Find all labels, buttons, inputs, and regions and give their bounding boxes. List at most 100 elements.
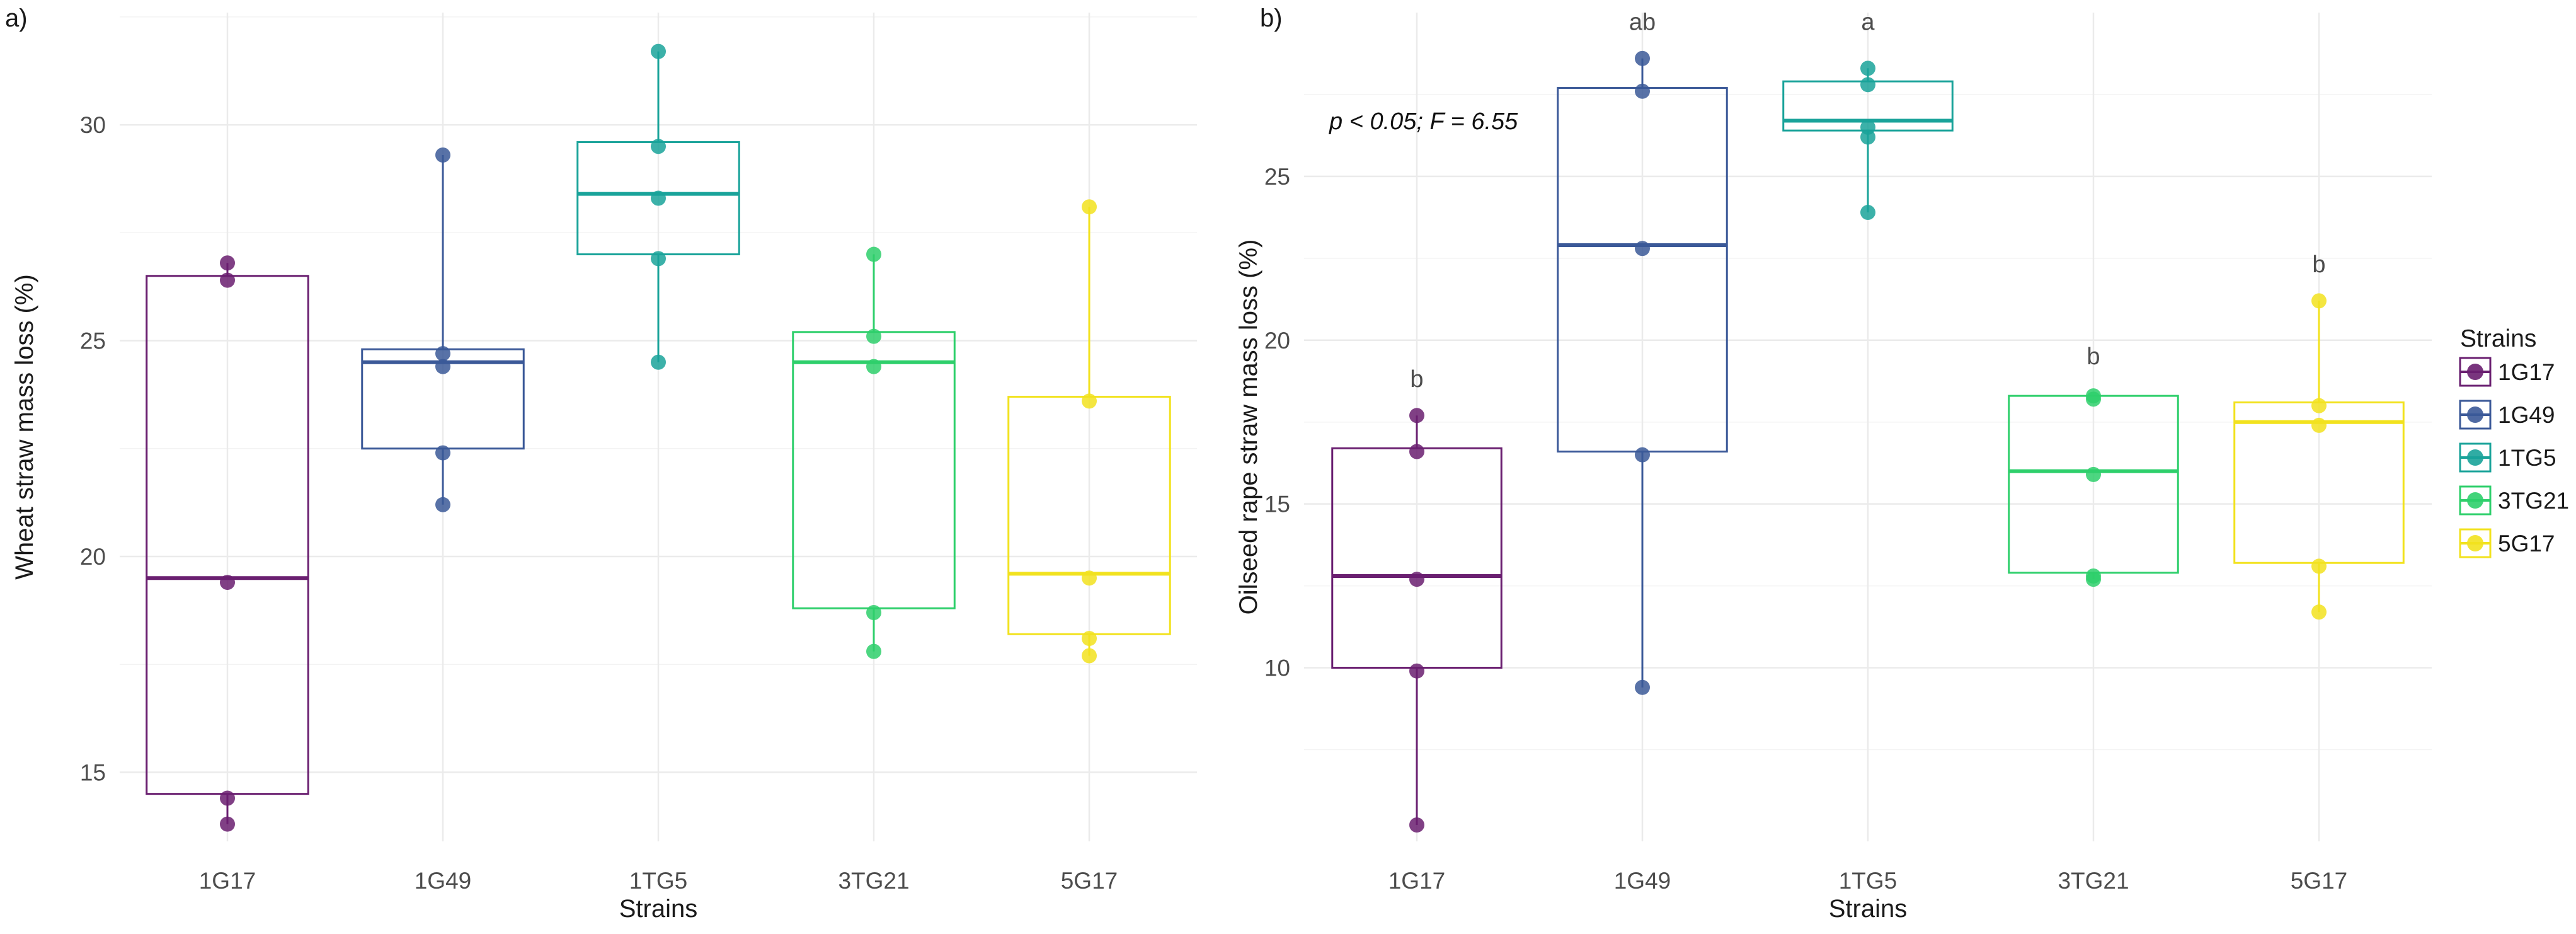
data-point (1635, 83, 1650, 99)
series-5G17 (2233, 293, 2405, 620)
data-point (866, 359, 881, 374)
y-tick-label: 15 (80, 759, 106, 785)
series-1G49 (361, 147, 525, 512)
data-point (2086, 572, 2101, 587)
data-point (1635, 679, 1650, 695)
data-point (220, 255, 235, 271)
legend-label: 1TG5 (2498, 445, 2556, 471)
legend-item-1G49: 1G49 (2459, 400, 2555, 430)
panel-label: b) (1260, 4, 1283, 32)
x-axis-title: Strains (1829, 895, 1908, 923)
legend-key-point (2467, 406, 2483, 423)
data-point (1409, 663, 1424, 679)
data-point (651, 139, 666, 154)
data-point (220, 816, 235, 832)
data-point (1635, 447, 1650, 463)
data-point (220, 272, 235, 288)
data-point (2311, 398, 2327, 413)
data-point (651, 43, 666, 59)
data-point (1082, 199, 1097, 215)
x-tick-label: 1TG5 (629, 868, 688, 894)
anova-stat-text: p < 0.05; F = 6.55 (1329, 108, 1518, 135)
data-point (2311, 558, 2327, 574)
x-tick-label: 1G49 (1614, 868, 1671, 894)
legend-item-3TG21: 3TG21 (2459, 485, 2569, 516)
legend-label: 3TG21 (2498, 488, 2569, 514)
data-point (866, 605, 881, 621)
series-3TG21 (2008, 388, 2179, 587)
legend-item-5G17: 5G17 (2459, 528, 2555, 558)
y-tick-label: 25 (80, 328, 106, 354)
x-tick-label: 1TG5 (1839, 868, 1898, 894)
legend-key-point (2467, 364, 2483, 380)
x-tick-label: 3TG21 (838, 868, 909, 894)
data-point (866, 328, 881, 344)
data-point (1409, 817, 1424, 833)
data-point (435, 359, 450, 374)
data-point (1860, 205, 1875, 221)
legend-key-point (2467, 535, 2483, 551)
legend-label: 1G17 (2498, 359, 2555, 385)
y-tick-label: 15 (1264, 492, 1290, 517)
data-point (1635, 50, 1650, 66)
data-point (651, 190, 666, 206)
significance-letter: b (1410, 366, 1423, 393)
x-tick-label: 1G17 (199, 868, 256, 894)
data-point (1860, 61, 1875, 76)
data-point (2086, 466, 2101, 482)
data-point (1860, 129, 1875, 145)
data-point (651, 251, 666, 267)
y-tick-label: 30 (80, 112, 106, 138)
panel-b-oilseed-rape-straw: 10 15 20 25 1G17 1G49 1TG5 3TG21 5G17 Strains Oils… (1235, 4, 2432, 923)
legend-key-point (2467, 449, 2483, 466)
x-axis-title: Strains (619, 895, 698, 923)
significance-letter: b (2312, 251, 2325, 278)
x-tick-label: 5G17 (1061, 868, 1118, 894)
data-point (1082, 570, 1097, 586)
y-tick-label: 20 (1264, 328, 1290, 354)
data-point (1860, 77, 1875, 93)
data-point (435, 346, 450, 362)
y-tick-label: 10 (1264, 655, 1290, 681)
series-1G49 (1557, 50, 1728, 695)
series-1TG5 (576, 43, 740, 370)
data-point (435, 497, 450, 512)
x-tick-label: 1G49 (415, 868, 472, 894)
legend-item-1G17: 1G17 (2459, 357, 2555, 387)
data-point (435, 445, 450, 461)
x-tick-label: 5G17 (2291, 868, 2348, 894)
series-1G17 (146, 255, 309, 832)
data-point (435, 147, 450, 163)
data-point (220, 790, 235, 806)
data-point (866, 246, 881, 262)
panel-a-wheat-straw: 15 20 25 30 1G17 1G49 1TG5 3TG21 5G17 Strains Whea… (5, 4, 1197, 923)
series-5G17 (1007, 199, 1171, 664)
legend: Strains 1G17 1G49 1TG5 3TG21 5G17 (2459, 325, 2569, 558)
data-point (866, 643, 881, 659)
y-axis-title: Oilseed rape straw mass loss (%) (1235, 239, 1262, 615)
data-point (1635, 241, 1650, 257)
data-point (1409, 572, 1424, 587)
series-1TG5 (1782, 61, 1954, 221)
series-1G17 (1331, 408, 1503, 833)
data-point (220, 575, 235, 591)
data-point (1409, 444, 1424, 459)
x-tick-label: 1G17 (1388, 868, 1446, 894)
data-point (2311, 417, 2327, 433)
y-tick-label: 20 (80, 544, 106, 570)
legend-item-1TG5: 1TG5 (2459, 442, 2556, 473)
data-point (1082, 393, 1097, 409)
y-tick-label: 25 (1264, 164, 1290, 190)
data-point (2311, 604, 2327, 620)
significance-letter: ab (1629, 9, 1656, 36)
data-point (1082, 631, 1097, 647)
x-tick-label: 3TG21 (2058, 868, 2129, 894)
y-axis-title: Wheat straw mass loss (%) (11, 274, 38, 580)
data-point (1082, 648, 1097, 664)
data-point (2086, 391, 2101, 407)
legend-title: Strains (2460, 325, 2536, 352)
data-point (2311, 293, 2327, 309)
legend-key-point (2467, 492, 2483, 509)
legend-label: 5G17 (2498, 531, 2555, 556)
